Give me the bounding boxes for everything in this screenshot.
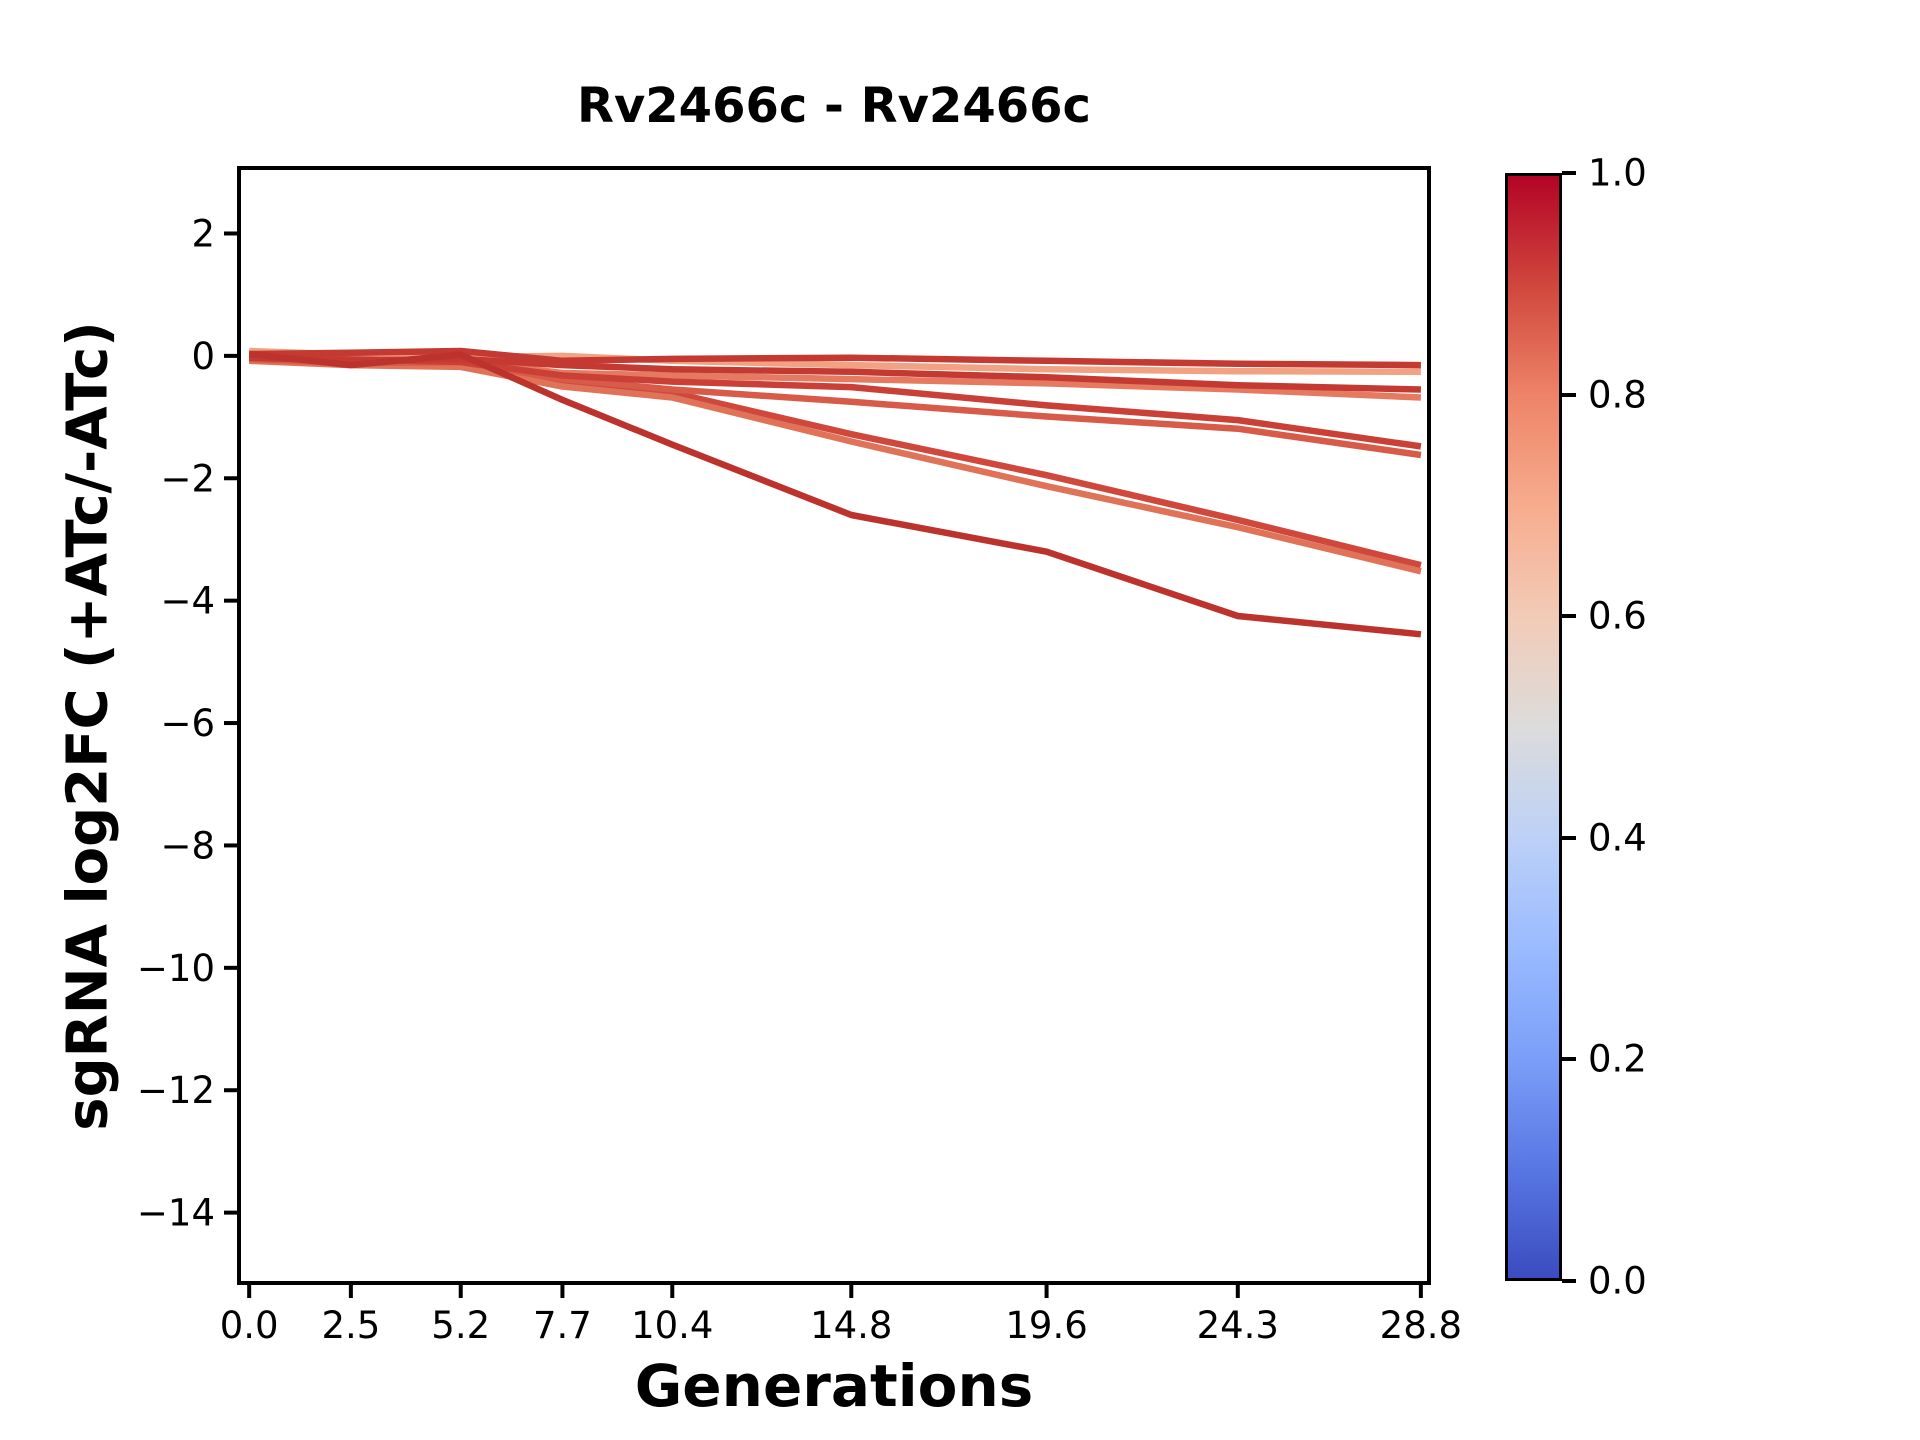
colorbar-tick-mark: [1562, 392, 1576, 397]
sgrna-line: [248, 350, 1422, 638]
axes-frame: [237, 166, 1431, 1285]
axis-tick-labels: 0.0 2.5 5.2 7.7 10.4 14.8 19.6 24.3 28.8 2 0 −2 −4 −6…: [137, 212, 1462, 1347]
y-tick-label: −12: [137, 1069, 215, 1112]
colorbar-tick-mark: [1562, 1057, 1576, 1062]
x-tick-label: 5.2: [431, 1304, 490, 1347]
x-tick-label: 24.3: [1197, 1304, 1279, 1347]
y-tick-label: −4: [160, 580, 215, 623]
sgrna-lines: [248, 347, 1422, 638]
colorbar-tick-label: 0.2: [1588, 1037, 1647, 1081]
axis-tick-marks: [224, 231, 1423, 1298]
y-tick-label: −10: [137, 947, 215, 990]
x-tick-label: 7.7: [533, 1304, 592, 1347]
y-tick-label: −14: [137, 1192, 215, 1235]
sgrna-line: [249, 347, 1421, 369]
y-tick-label: 0: [191, 335, 215, 378]
x-tick-label: 0.0: [220, 1304, 279, 1347]
x-tick-label: 28.8: [1380, 1304, 1462, 1347]
colorbar-tick-label: 0.4: [1588, 816, 1647, 860]
chart-title: Rv2466c - Rv2466c: [577, 78, 1091, 134]
colorbar-tick-label: 0.0: [1588, 1259, 1647, 1303]
x-axis-label: Generations: [634, 1352, 1034, 1420]
y-tick-label: −6: [160, 702, 215, 745]
colorbar-tick-mark: [1562, 171, 1576, 175]
x-tick-label: 19.6: [1005, 1304, 1087, 1347]
x-tick-label: 14.8: [810, 1304, 892, 1347]
colorbar-tick-label: 1.0: [1588, 151, 1647, 195]
x-tick-label: 2.5: [321, 1304, 380, 1347]
x-tick-label: 10.4: [631, 1304, 713, 1347]
colorbar-tick-mark: [1562, 835, 1576, 840]
y-tick-label: −8: [160, 824, 215, 867]
y-tick-label: 2: [191, 212, 215, 255]
colorbar-tick-mark: [1562, 614, 1576, 619]
colorbar-gradient: [1505, 173, 1562, 1281]
colorbar-tick-mark: [1562, 1279, 1576, 1283]
colorbar-tick-label: 0.8: [1588, 373, 1647, 417]
colorbar-tick-label: 0.6: [1588, 594, 1647, 638]
y-tick-label: −2: [160, 457, 215, 500]
